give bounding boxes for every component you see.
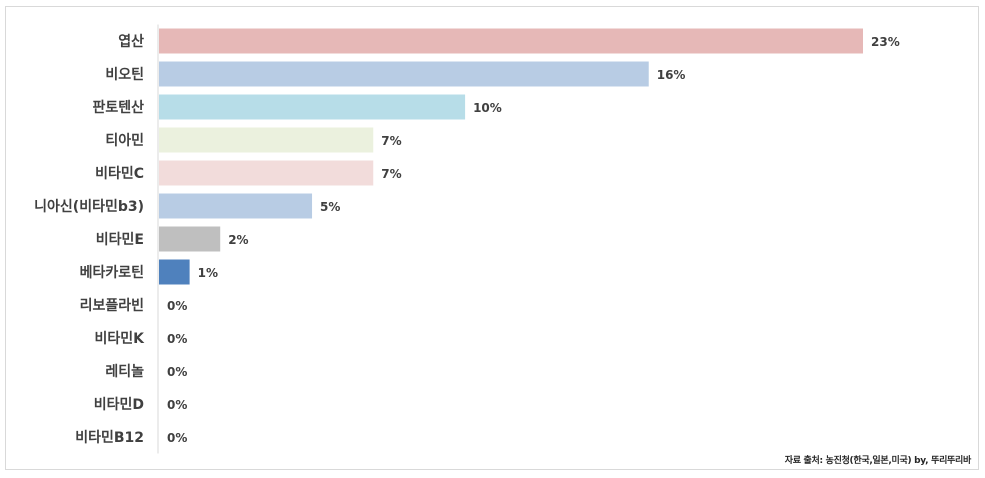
source-note: 자료 출처: 농진청(한국,일본,미국) by, 뚜리뚜리바 — [784, 456, 972, 466]
value-label: 16% — [657, 68, 686, 82]
category-label: 레티놀 — [105, 364, 144, 380]
category-label: 비타민K — [95, 330, 146, 347]
value-label: 7% — [381, 167, 401, 181]
bar — [159, 226, 221, 252]
category-label: 리보플라빈 — [80, 298, 144, 314]
bar — [159, 160, 374, 186]
bar — [159, 61, 649, 87]
value-label: 2% — [228, 233, 248, 247]
bars-group — [159, 28, 863, 285]
value-label: 0% — [167, 332, 187, 346]
value-labels-group: 23% 16% 10% 7% 7% 5% 2% 1% 0% 0% 0% 0% 0% — [167, 35, 900, 445]
bar — [159, 193, 313, 219]
value-label: 5% — [320, 200, 340, 214]
value-label: 0% — [167, 365, 187, 379]
category-label: 베타카로틴 — [80, 264, 144, 281]
category-label: 비타민E — [96, 231, 144, 248]
value-label: 23% — [871, 35, 900, 49]
category-label: 니아신(비타민b3) — [34, 198, 144, 215]
value-label: 0% — [167, 299, 187, 313]
category-label: 비오틴 — [105, 66, 144, 83]
category-label: 비타민B12 — [75, 429, 144, 446]
bar — [159, 259, 190, 285]
category-label: 판토텐산 — [92, 99, 144, 116]
value-label: 7% — [381, 134, 401, 148]
bar — [159, 28, 863, 54]
bar — [159, 127, 374, 153]
value-label: 1% — [198, 266, 218, 280]
bar — [159, 94, 466, 120]
category-label: 엽산 — [118, 33, 144, 50]
category-label: 비타민C — [95, 165, 144, 182]
value-label: 0% — [167, 431, 187, 445]
value-label: 0% — [167, 398, 187, 412]
category-label: 티아민 — [105, 132, 144, 149]
value-label: 10% — [473, 101, 502, 115]
category-label: 비타민D — [94, 396, 144, 413]
